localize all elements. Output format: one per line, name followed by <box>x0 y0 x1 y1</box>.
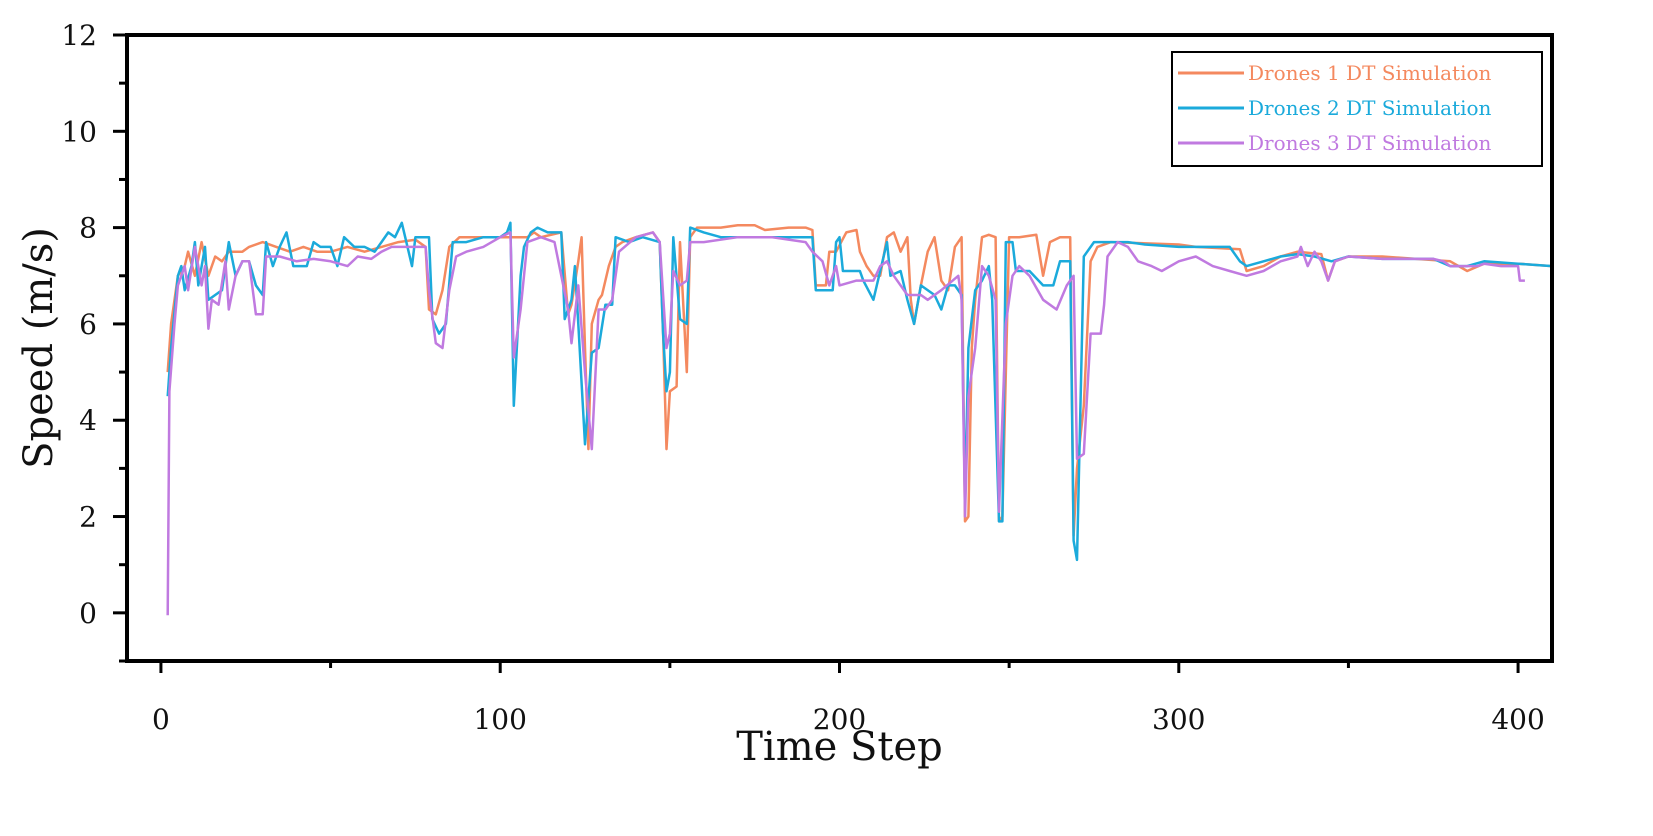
x-tick-label: 0 <box>152 703 170 736</box>
x-tick-label: 400 <box>1491 703 1544 736</box>
y-tick-label: 8 <box>79 212 97 245</box>
legend-label-3: Drones 3 DT Simulation <box>1248 131 1492 155</box>
legend-label-2: Drones 2 DT Simulation <box>1248 96 1492 120</box>
series-layer <box>166 221 1553 616</box>
x-tick-label: 300 <box>1152 703 1205 736</box>
y-axis-title: Speed (m/s) <box>16 227 62 469</box>
x-tick-label: 200 <box>813 703 866 736</box>
y-axis-ticks: 0 2 4 6 8 10 12 <box>61 19 127 663</box>
y-tick-label: 4 <box>79 404 97 437</box>
y-tick-label: 12 <box>61 19 97 52</box>
y-tick-label: 0 <box>79 597 97 630</box>
y-tick-label: 2 <box>79 501 97 534</box>
y-tick-label: 10 <box>61 115 97 148</box>
chart-legend: Drones 1 DT Simulation Drones 2 DT Simula… <box>1171 51 1543 167</box>
series-line-3 <box>166 231 1525 616</box>
y-tick-label: 6 <box>79 308 97 341</box>
x-axis-ticks: 0 100 200 300 400 <box>152 661 1545 736</box>
x-axis-title: Time Step <box>736 724 943 770</box>
legend-label-1: Drones 1 DT Simulation <box>1248 61 1492 85</box>
x-tick-label: 100 <box>473 703 526 736</box>
series-line-2 <box>166 221 1553 562</box>
